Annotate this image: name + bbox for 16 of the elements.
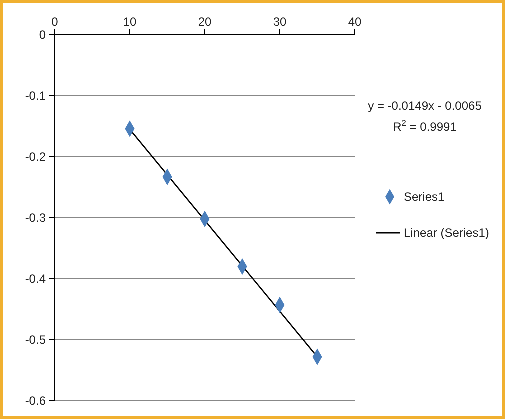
legend-label: Series1: [404, 190, 446, 204]
x-tick-label: 0: [52, 15, 59, 29]
y-tick-label: -0.6: [25, 394, 46, 408]
text: y = -0.0149x - 0.0065: [368, 99, 482, 113]
y-tick-label: -0.2: [25, 150, 46, 164]
legend-label: Linear (Series1): [404, 226, 490, 240]
y-tick-label: -0.5: [25, 332, 46, 347]
x-tick-label: 30: [273, 15, 287, 29]
text: R$^{2}$ = 0.9991: [393, 118, 458, 134]
y-tick-label: -0.4: [25, 272, 46, 286]
y-tick-label: 0: [39, 28, 46, 42]
x-tick-label: 20: [198, 15, 212, 29]
x-tick-label: 10: [123, 15, 137, 29]
y-tick-label: -0.1: [25, 88, 46, 103]
x-tick-label: 40: [348, 15, 362, 29]
y-tick-label: -0.3: [25, 210, 46, 225]
